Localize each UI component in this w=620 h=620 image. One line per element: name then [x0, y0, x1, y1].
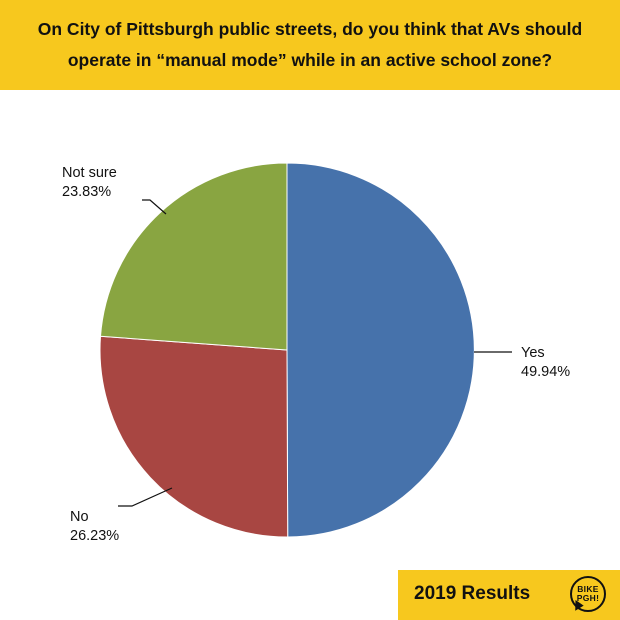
label-yes: Yes 49.94%	[521, 344, 570, 382]
logo-text-1: BIKE	[577, 584, 599, 594]
results-label: 2019 Results	[414, 583, 531, 604]
label-yes-value: 49.94%	[521, 364, 571, 380]
title-line-1: On City of Pittsburgh public streets, do…	[37, 19, 583, 39]
leader-not-sure	[142, 199, 167, 215]
label-no-value: 26.23%	[70, 528, 120, 544]
title-line-2: operate in “manual mode” while in an act…	[67, 50, 553, 70]
label-no: No 26.23%	[70, 508, 119, 546]
pie-slice-yes	[286, 162, 475, 538]
leader-no	[118, 487, 173, 507]
label-not-sure: Not sure 23.83%	[62, 164, 117, 202]
pie-slice-not-sure	[99, 162, 288, 351]
pie-slice-no	[99, 335, 289, 538]
label-not-sure-value: 23.83%	[62, 184, 112, 200]
pie-chart: Not sure 23.83% Yes 49.94% No 26.23%	[0, 90, 620, 570]
pie-chart-svg	[99, 162, 512, 538]
results-banner: 2019 Results BIKE PGH!	[398, 570, 620, 620]
label-not-sure-name: Not sure	[62, 165, 117, 181]
logo-text-2: PGH!	[576, 593, 600, 603]
bikepgh-logo-icon: BIKE PGH!	[570, 576, 606, 614]
title-banner: On City of Pittsburgh public streets, do…	[0, 0, 620, 90]
label-no-name: No	[70, 509, 89, 525]
label-yes-name: Yes	[521, 345, 545, 361]
